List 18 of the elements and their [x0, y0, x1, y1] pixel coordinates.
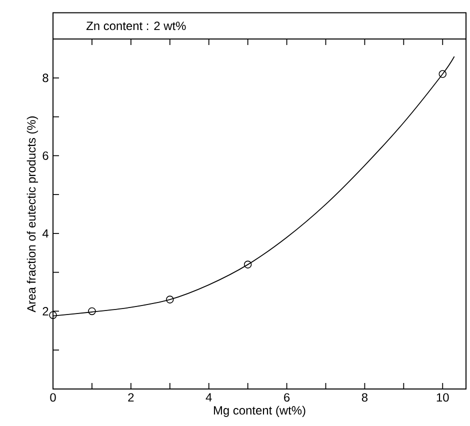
point [49, 311, 57, 319]
y-tick-label: 8 [42, 74, 48, 82]
x-tick-label: 6 [284, 393, 290, 402]
x-axis-title: Mg content (wt%) [214, 406, 306, 417]
x-tick-label: 0 [50, 393, 56, 402]
point [88, 307, 96, 316]
x-tick-label: 8 [362, 393, 368, 402]
y-tick-label: 6 [42, 151, 48, 160]
x-tick-label: 2 [128, 393, 134, 402]
point [438, 70, 447, 78]
chart-title: Zn content : 2 wt% [86, 22, 186, 30]
x-tick-label: 4 [206, 393, 212, 402]
x-tick-label: 10 [436, 393, 449, 402]
y-tick-label: 2 [42, 307, 48, 316]
y-axis-title: Area fraction of eutectic products (%) [26, 116, 38, 312]
y-tick-label: 4 [42, 229, 48, 238]
point [166, 296, 174, 304]
point [244, 260, 252, 268]
